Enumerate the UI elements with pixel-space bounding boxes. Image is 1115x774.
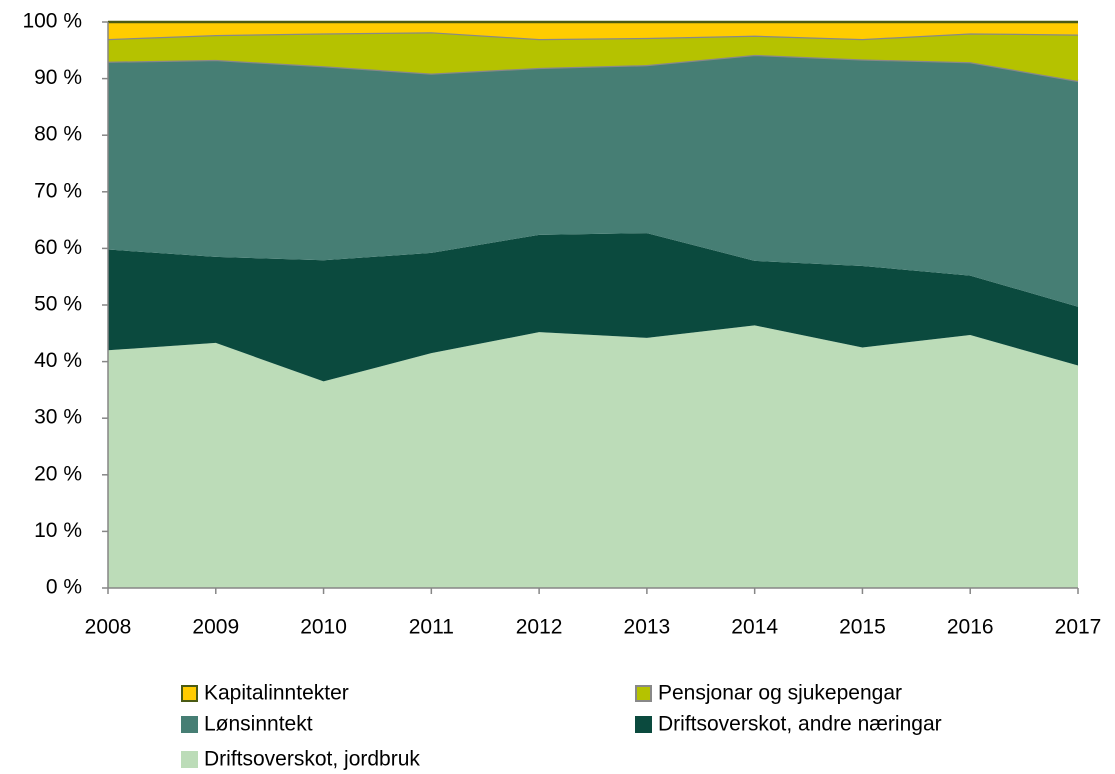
y-tick-label: 80 %: [34, 123, 82, 146]
legend-label: Driftsoverskot, andre næringar: [658, 713, 942, 736]
x-tick-label: 2015: [839, 616, 886, 639]
y-tick-label: 0 %: [46, 576, 82, 599]
legend-swatch: [181, 751, 198, 768]
y-tick-label: 10 %: [34, 519, 82, 542]
legend-label: Kapitalinntekter: [204, 682, 349, 705]
area: [108, 22, 1078, 39]
y-tick-label: 60 %: [34, 236, 82, 259]
x-tick-label: 2011: [409, 616, 454, 639]
legend-label: Driftsoverskot, jordbruk: [204, 748, 420, 771]
y-tick-label: 40 %: [34, 349, 82, 372]
legend-swatch: [635, 716, 652, 733]
legend-swatch: [635, 685, 652, 702]
area: [108, 32, 1078, 81]
area: [108, 325, 1078, 588]
legend-swatch: [181, 716, 198, 733]
y-tick-label: 30 %: [34, 406, 82, 429]
x-tick-label: 2009: [192, 616, 239, 639]
x-tick-label: 2012: [516, 616, 563, 639]
y-tick-label: 100 %: [22, 10, 82, 33]
y-tick-label: 50 %: [34, 293, 82, 316]
y-tick-label: 20 %: [34, 462, 82, 485]
area: [108, 233, 1078, 382]
legend-label: Pensjonar og sjukepengar: [658, 682, 902, 705]
y-tick-label: 70 %: [34, 179, 82, 202]
x-tick-label: 2010: [300, 616, 347, 639]
x-tick-label: 2008: [85, 616, 132, 639]
x-tick-label: 2017: [1055, 616, 1102, 639]
legend-label: Lønsinntekt: [204, 713, 313, 736]
area: [108, 54, 1078, 307]
legend-swatch: [181, 685, 198, 702]
y-tick-label: 90 %: [34, 66, 82, 89]
x-tick-label: 2014: [731, 616, 778, 639]
x-tick-label: 2016: [947, 616, 994, 639]
x-tick-label: 2013: [624, 616, 671, 639]
